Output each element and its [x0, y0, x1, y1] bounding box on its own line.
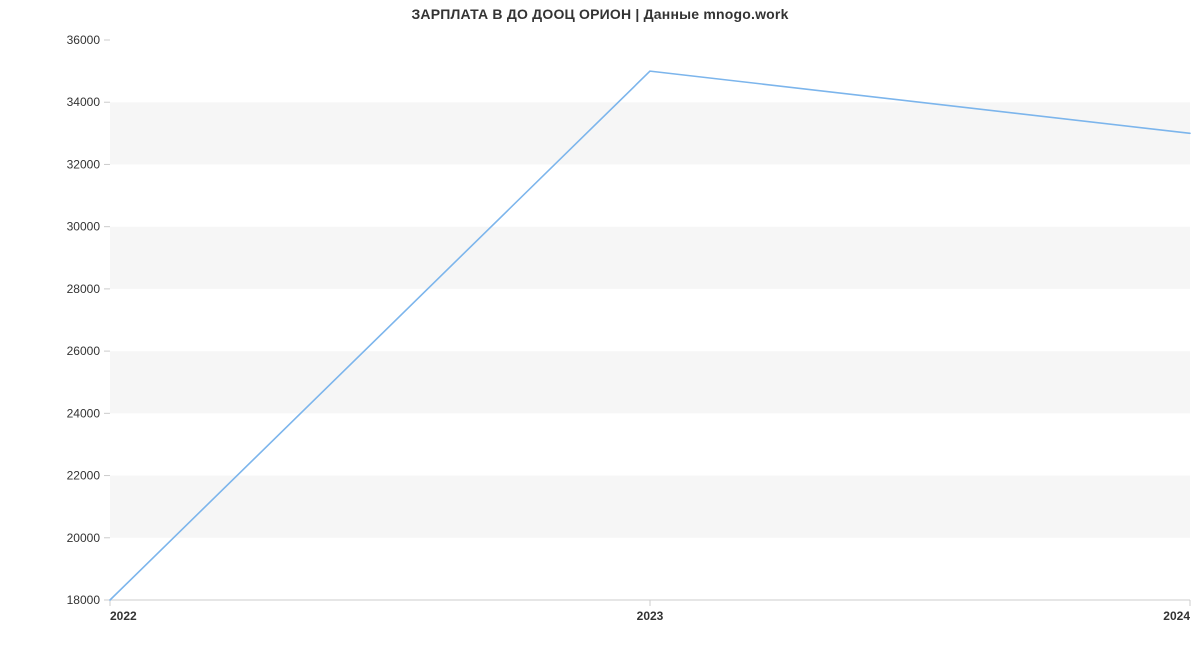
x-tick-label: 2023 [637, 609, 664, 623]
x-tick-label: 2022 [110, 609, 137, 623]
y-tick-label: 26000 [67, 344, 101, 358]
y-tick-label: 30000 [67, 220, 101, 234]
y-tick-label: 36000 [67, 33, 101, 47]
y-tick-label: 32000 [67, 157, 101, 171]
y-tick-label: 22000 [67, 469, 101, 483]
y-tick-label: 20000 [67, 531, 101, 545]
y-tick-label: 28000 [67, 282, 101, 296]
line-chart: 18000 20000 22000 24000 26000 28000 30000 32000… [0, 0, 1200, 650]
x-tick-label: 2024 [1163, 609, 1190, 623]
y-tick-label: 24000 [67, 406, 101, 420]
chart-title: ЗАРПЛАТА В ДО ДООЦ ОРИОН | Данные mnogo.… [0, 6, 1200, 22]
chart-container: ЗАРПЛАТА В ДО ДООЦ ОРИОН | Данные mnogo.… [0, 0, 1200, 650]
y-tick-label: 18000 [67, 593, 101, 607]
y-tick-label: 34000 [67, 95, 101, 109]
